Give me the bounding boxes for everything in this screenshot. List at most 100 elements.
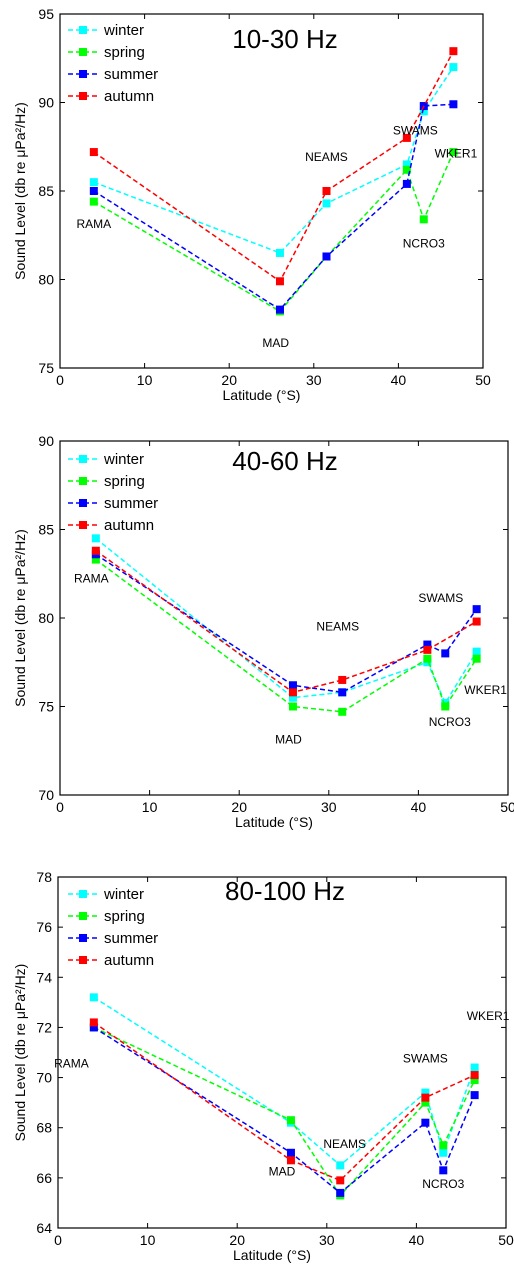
legend-marker-spring — [79, 912, 87, 920]
data-point-autumn — [402, 133, 411, 142]
legend-marker-autumn — [79, 956, 87, 964]
station-label: NCRO3 — [403, 237, 445, 251]
legend-label-spring: spring — [104, 908, 145, 925]
data-point-autumn — [288, 688, 297, 697]
y-tick-label: 74 — [36, 969, 52, 985]
data-point-summer — [275, 305, 284, 314]
station-label: NCRO3 — [429, 715, 471, 729]
x-tick-label: 30 — [319, 1232, 335, 1248]
data-point-spring — [419, 215, 428, 224]
legend-marker-summer — [79, 499, 87, 507]
data-point-spring — [449, 148, 458, 157]
data-point-winter — [439, 1148, 448, 1157]
data-point-winter — [449, 63, 458, 72]
station-label: RAMA — [54, 1057, 89, 1071]
station-label: RAMA — [74, 572, 109, 586]
y-tick-label: 70 — [36, 1070, 52, 1086]
series-line-winter — [93, 996, 476, 1167]
y-axis-label: Sound Level (db re μPa²/Hz) — [12, 964, 28, 1142]
legend-marker-autumn — [79, 521, 87, 529]
data-point-winter — [91, 534, 100, 543]
x-axis-label: Latitude (°S) — [235, 814, 313, 830]
y-tick-label: 80 — [38, 272, 54, 288]
station-label: SWAMS — [403, 1052, 448, 1066]
data-point-winter — [89, 993, 98, 1002]
station-label: WKER1 — [435, 146, 478, 160]
series-line-autumn — [95, 550, 477, 694]
series-line-winter — [95, 537, 478, 705]
y-tick-label: 75 — [38, 699, 54, 715]
x-tick-label: 20 — [229, 1232, 245, 1248]
chart-title: 10-30 Hz — [232, 24, 338, 54]
y-tick-label: 90 — [38, 95, 54, 111]
series-line-autumn — [93, 1021, 475, 1182]
legend-marker-spring — [79, 48, 87, 56]
station-label: NCRO3 — [422, 1177, 464, 1191]
chart-panel-2: 0 10 20 30 40 50 70 75 80 85 90 Latitude (°S) Sound … — [12, 433, 514, 830]
data-point-summer — [322, 252, 331, 261]
legend-label-autumn: autumn — [104, 952, 154, 969]
legend-marker-winter — [79, 890, 87, 898]
station-label: RAMA — [77, 217, 112, 231]
data-point-winter — [89, 178, 98, 187]
data-point-summer — [288, 681, 297, 690]
station-label: SWAMS — [418, 591, 463, 605]
data-point-autumn — [449, 47, 458, 56]
data-point-spring — [89, 197, 98, 206]
series-line-summer — [95, 553, 478, 694]
chart-title: 40-60 Hz — [232, 446, 338, 476]
data-point-summer — [338, 688, 347, 697]
data-point-winter — [402, 160, 411, 169]
x-axis-label: Latitude (°S) — [233, 1247, 311, 1263]
legend-label-winter: winter — [103, 886, 144, 903]
data-point-spring — [402, 165, 411, 174]
legend-marker-winter — [79, 455, 87, 463]
data-point-winter — [472, 647, 481, 656]
station-label: NEAMS — [305, 150, 348, 164]
y-tick-label: 70 — [38, 787, 54, 803]
series-line-spring — [93, 151, 455, 313]
y-tick-label: 78 — [36, 869, 52, 885]
data-point-autumn — [275, 277, 284, 286]
x-tick-label: 0 — [54, 1232, 62, 1248]
legend-label-autumn: autumn — [104, 517, 154, 534]
legend-label-summer: summer — [104, 66, 158, 83]
y-axis-label: Sound Level (db re μPa²/Hz) — [12, 529, 28, 707]
data-point-summer — [402, 179, 411, 188]
x-tick-label: 40 — [391, 372, 407, 388]
data-point-summer — [421, 1118, 430, 1127]
data-point-autumn — [338, 675, 347, 684]
legend-marker-spring — [79, 477, 87, 485]
x-tick-label: 50 — [475, 372, 491, 388]
data-point-autumn — [423, 645, 432, 654]
data-point-winter — [470, 1063, 479, 1072]
x-tick-label: 10 — [142, 799, 158, 815]
data-point-autumn — [336, 1176, 345, 1185]
legend-marker-autumn — [79, 92, 87, 100]
y-axis-label: Sound Level (db re μPa²/Hz) — [12, 102, 28, 280]
data-point-summer — [423, 640, 432, 649]
legend-label-autumn: autumn — [104, 88, 154, 105]
data-point-winter — [419, 107, 428, 116]
series-line-spring — [93, 1026, 476, 1197]
chart-panel-1: 0 10 20 30 40 50 75 80 85 90 95 Latitude (°S) Sound … — [12, 6, 491, 403]
y-tick-label: 95 — [38, 6, 54, 22]
data-point-winter — [322, 199, 331, 208]
y-tick-label: 66 — [36, 1170, 52, 1186]
x-tick-label: 0 — [56, 372, 64, 388]
legend: winter spring summer autumn — [68, 451, 158, 534]
y-tick-label: 76 — [36, 919, 52, 935]
station-label: SWAMS — [393, 123, 438, 137]
data-point-summer — [286, 1148, 295, 1157]
x-tick-label: 30 — [306, 372, 322, 388]
data-point-autumn — [286, 1156, 295, 1165]
x-tick-label: 10 — [137, 372, 153, 388]
data-point-autumn — [470, 1071, 479, 1080]
series-line-summer — [93, 103, 454, 311]
data-point-summer — [89, 187, 98, 195]
y-tick-label: 85 — [38, 522, 54, 538]
series-line-autumn — [93, 50, 455, 283]
data-point-spring — [91, 555, 100, 564]
x-tick-label: 0 — [56, 799, 64, 815]
